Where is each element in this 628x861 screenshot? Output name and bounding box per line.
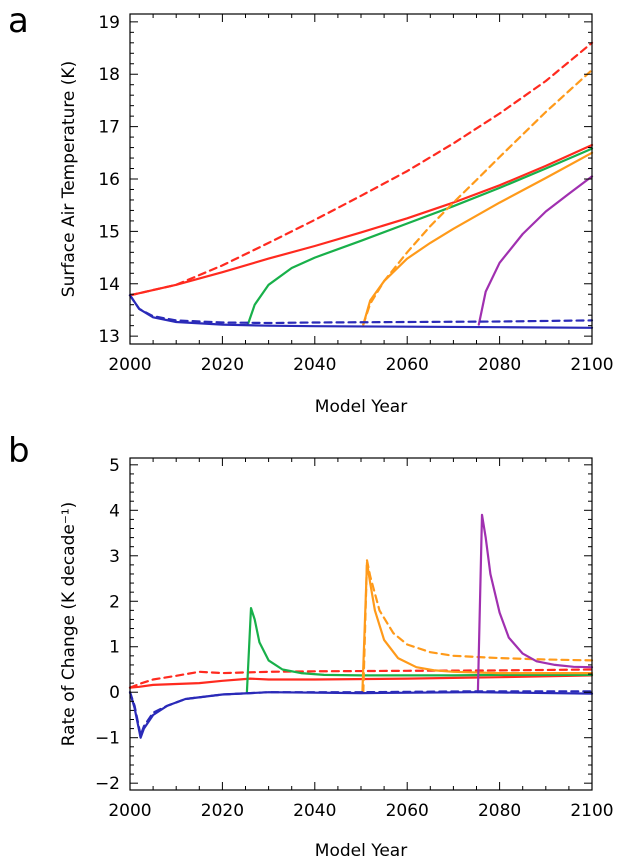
panel-b-y-tick-label: 1 xyxy=(109,638,120,658)
panel-a-x-tick-label: 2000 xyxy=(108,355,151,375)
panel-a-series-2-line xyxy=(246,147,594,326)
panel-a-y-axis-label: Surface Air Temperature (K) xyxy=(59,61,79,297)
panel-a-series-4-line xyxy=(362,151,594,326)
panel-b-x-tick-label: 2060 xyxy=(386,801,429,821)
panel-a-x-tick-label: 2040 xyxy=(293,355,336,375)
panel-a-y-tick-label: 19 xyxy=(98,13,120,33)
panel-a-y-tick-label: 14 xyxy=(98,275,120,295)
panel-b-x-axis-label: Model Year xyxy=(315,841,407,861)
panel-letter-a: a xyxy=(8,1,29,41)
panel-b-x-tick-label: 2040 xyxy=(293,801,336,821)
panel-b-series-0-line xyxy=(128,668,594,689)
panel-a-x-tick-label: 2060 xyxy=(386,355,429,375)
panel-a-series-5-line xyxy=(477,175,594,326)
panel-a-y-tick-label: 16 xyxy=(98,170,120,190)
panel-b-x-tick-label: 2000 xyxy=(108,801,151,821)
panel-a-y-tick-label: 15 xyxy=(98,222,120,242)
panel-a-series-6-line xyxy=(128,294,594,325)
panel-b-x-tick-label: 2080 xyxy=(478,801,521,821)
panel-a-series-0-line xyxy=(128,41,594,297)
panel-b-series xyxy=(128,513,594,739)
panel-b-series-3-line xyxy=(362,559,594,694)
panel-a-x-axis-label: Model Year xyxy=(315,397,407,417)
panel-a-y-tick-label: 18 xyxy=(98,65,120,85)
panel-a-series-1-line xyxy=(128,143,594,297)
panel-b-y-tick-label: 4 xyxy=(109,501,120,521)
panel-b-y-tick-label: 0 xyxy=(109,683,120,703)
panel-b-y-tick-label: 2 xyxy=(109,592,120,612)
panel-b-plot-frame xyxy=(129,457,593,791)
panel-a-y-tick-label: 17 xyxy=(98,118,120,138)
panel-b-series-4-line xyxy=(361,561,594,694)
panel-a-x-tick-label: 2080 xyxy=(478,355,521,375)
panel-a-y-tick-label: 13 xyxy=(98,327,120,347)
panel-b-y-tick-label: 3 xyxy=(109,547,120,567)
panel-b-y-axis-label: Rate of Change (K decade⁻¹) xyxy=(59,502,79,747)
panel-a-series-7-line xyxy=(128,294,594,329)
panel-a-series-3-line xyxy=(362,68,594,326)
panel-b: b 2000 2020 2040 2060 2080 2100 −2 −1 0 1 2 3 4 5 Mod… xyxy=(8,431,614,861)
panel-b-ticks: 2000 2020 2040 2060 2080 2100 −2 −1 0 1 2 3 4 5 xyxy=(95,456,614,821)
panel-b-series-2-line xyxy=(245,606,594,694)
panel-letter-b: b xyxy=(8,431,30,471)
panel-b-x-tick-label: 2020 xyxy=(201,801,244,821)
panel-a-x-tick-label: 2020 xyxy=(201,355,244,375)
panel-a-series xyxy=(128,41,594,329)
panel-a-ticks: 2000 2020 2040 2060 2080 2100 13 14 15 16 17 18 19 xyxy=(98,13,613,375)
panel-b-y-tick-label: −1 xyxy=(95,729,120,749)
panel-a-x-tick-label: 2100 xyxy=(570,355,613,375)
panel-b-series-7-line xyxy=(128,691,594,739)
panel-b-series-5-line xyxy=(476,513,594,694)
panel-a: a 2000 2020 2040 2060 2080 2100 13 14 15 16 17 18 19… xyxy=(8,1,614,417)
panel-b-y-tick-label: −2 xyxy=(95,774,120,794)
panel-b-series-1-line xyxy=(128,674,594,689)
panel-b-y-tick-label: 5 xyxy=(109,456,120,476)
panel-b-x-tick-label: 2100 xyxy=(570,801,613,821)
